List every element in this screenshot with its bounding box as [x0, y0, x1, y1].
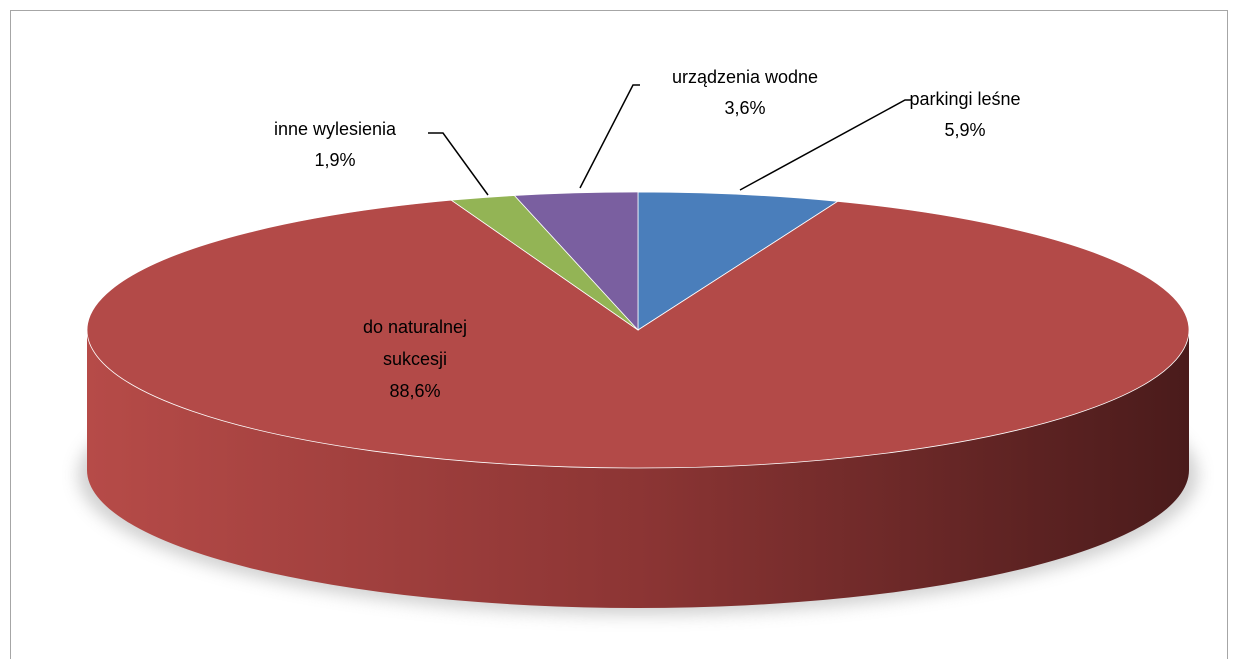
slice-value: 88,6% [389, 381, 441, 401]
slice-name: do naturalnej sukcesji [362, 317, 468, 369]
pie-slice [637, 191, 839, 331]
pie-slice [86, 199, 1190, 469]
slice-value: 3,6% [724, 98, 765, 118]
slice-name: inne wylesienia [274, 119, 397, 139]
slice-name: parkingi leśne [909, 89, 1020, 109]
slice-label: do naturalnej sukcesji 88,6% [335, 311, 495, 407]
slice-value: 5,9% [944, 120, 985, 140]
slice-name: urządzenia wodne [672, 67, 818, 87]
leader-line [739, 99, 912, 191]
pie-slice-side [87, 330, 1189, 608]
leader-line [579, 84, 640, 189]
slice-value: 1,9% [314, 150, 355, 170]
pie-slice [513, 191, 639, 332]
leader-line [428, 132, 489, 196]
